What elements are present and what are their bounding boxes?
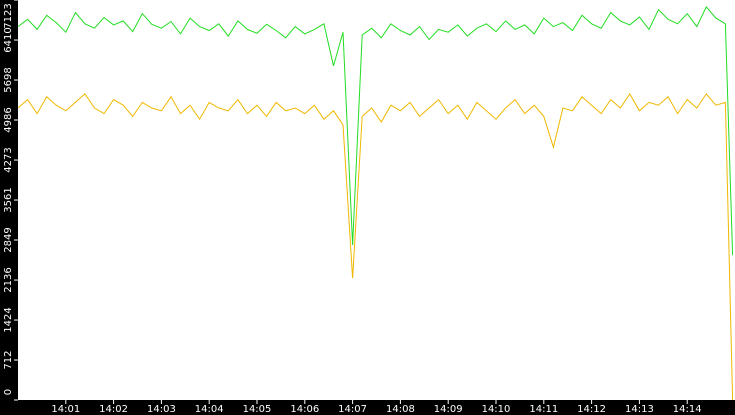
y-axis-band [0,0,18,415]
y-tick-label: 0 [3,389,14,395]
y-tick-label: 4986 [3,107,14,132]
x-tick-label: 14:13 [625,404,654,415]
x-tick-label: 14:09 [434,404,463,415]
x-tick-label: 14:14 [673,404,702,415]
x-axis-band [0,400,735,415]
x-tick-label: 14:03 [147,404,176,415]
y-tick-label: 2849 [3,227,14,252]
x-tick-label: 14:07 [338,404,367,415]
y-tick-label: 1424 [3,307,14,332]
x-tick-label: 14:02 [99,404,128,415]
y-tick-label: 2136 [3,267,14,292]
x-tick-label: 14:06 [290,404,319,415]
x-tick-label: 14:04 [195,404,224,415]
y-tick-label: 3561 [3,187,14,212]
series-line [17,5,734,256]
y-tick-label: 5698 [3,67,14,92]
x-tick-label: 14:05 [243,404,272,415]
x-tick-label: 14:10 [482,404,511,415]
x-tick-label: 14:11 [529,404,558,415]
x-tick-label: 14:12 [577,404,606,415]
y-tick-label: 7123 [3,3,14,28]
y-tick-label: 4273 [3,147,14,172]
y-tick-label: 6410 [3,27,14,52]
x-tick-label: 14:01 [51,404,80,415]
x-tick-label: 14:08 [386,404,415,415]
series-line [17,92,734,401]
y-tick-label: 712 [3,350,14,369]
